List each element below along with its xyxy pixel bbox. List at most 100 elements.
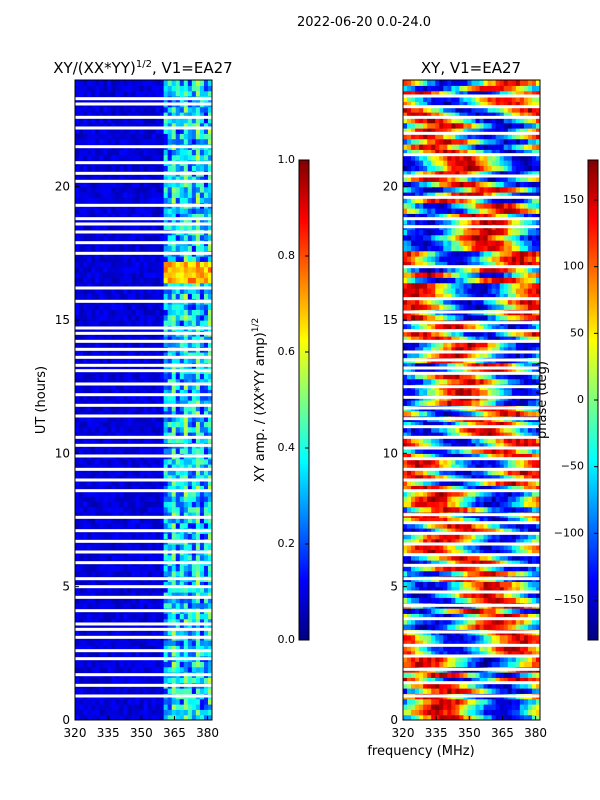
- heatmap-cell: [151, 464, 157, 470]
- heatmap-cell: [191, 496, 197, 502]
- heatmap-cell: [79, 677, 84, 684]
- heatmap-cell: [175, 437, 181, 444]
- heatmap-cell: [91, 272, 96, 278]
- heatmap-cell: [195, 85, 201, 92]
- heatmap-cell: [115, 341, 120, 348]
- heatmap-cell: [411, 624, 416, 630]
- heatmap-cell: [183, 645, 189, 652]
- heatmap-cell: [139, 208, 145, 214]
- heatmap-cell: [171, 213, 177, 220]
- heatmap-cell: [75, 90, 80, 97]
- heatmap-cell: [99, 464, 104, 470]
- heatmap-cell: [75, 154, 80, 161]
- heatmap-cell: [111, 426, 116, 433]
- heatmap-cell: [135, 208, 141, 214]
- heatmap-cell: [103, 245, 108, 252]
- heatmap-cell: [199, 320, 205, 326]
- heatmap-cell: [419, 586, 424, 593]
- heatmap-cell: [91, 704, 96, 710]
- heatmap-cell: [75, 272, 80, 278]
- heatmap-cell: [183, 234, 189, 241]
- colorbar-tick-label: 0.8: [278, 249, 296, 262]
- heatmap-cell: [183, 586, 189, 593]
- heatmap-cell: [111, 224, 116, 230]
- heatmap-cell: [143, 698, 149, 705]
- heatmap-cell: [171, 165, 177, 172]
- heatmap-cell: [171, 117, 177, 124]
- heatmap-cell: [403, 709, 408, 716]
- heatmap-cell: [123, 410, 128, 417]
- heatmap-cell: [151, 341, 157, 348]
- heatmap-cell: [159, 373, 165, 380]
- heatmap-cell: [179, 602, 185, 609]
- heatmap-cell: [427, 613, 432, 620]
- heatmap-cell: [143, 618, 149, 625]
- heatmap-cell: [179, 245, 185, 252]
- heatmap-cell: [103, 149, 108, 156]
- heatmap-cell: [459, 698, 465, 705]
- heatmap-cell: [127, 421, 133, 428]
- heatmap-cell: [91, 645, 96, 652]
- heatmap-cell: [155, 490, 161, 497]
- heatmap-cell: [159, 645, 165, 652]
- heatmap-cell: [503, 682, 509, 689]
- heatmap-cell: [531, 672, 537, 678]
- heatmap-cell: [467, 688, 473, 694]
- heatmap-cell: [103, 288, 108, 294]
- heatmap-cell: [495, 672, 501, 678]
- heatmap-cell: [467, 608, 473, 614]
- heatmap-cell: [187, 437, 193, 444]
- heatmap-cell: [147, 714, 153, 720]
- heatmap-cell: [163, 197, 169, 204]
- heatmap-cell: [139, 677, 145, 684]
- heatmap-cell: [191, 133, 197, 140]
- heatmap-cell: [447, 677, 452, 684]
- heatmap-cell: [179, 581, 185, 588]
- heatmap-cell: [103, 597, 108, 604]
- heatmap-cell: [115, 80, 120, 86]
- heatmap-cell: [91, 314, 96, 321]
- heatmap-cell: [515, 640, 521, 646]
- heatmap-cell: [111, 293, 116, 300]
- heatmap-cell: [91, 650, 96, 657]
- heatmap-cell: [515, 597, 521, 604]
- heatmap-cell: [123, 176, 128, 182]
- heatmap-cell: [191, 554, 197, 561]
- heatmap-cell: [515, 608, 521, 614]
- heatmap-cell: [423, 613, 428, 620]
- heatmap-cell: [435, 656, 440, 662]
- heatmap-cell: [95, 533, 100, 540]
- heatmap-cell: [79, 277, 84, 284]
- heatmap-cell: [415, 586, 420, 593]
- heatmap-cell: [147, 618, 153, 625]
- heatmap-cell: [75, 314, 80, 321]
- heatmap-cell: [87, 117, 92, 124]
- heatmap-cell: [111, 106, 116, 113]
- heatmap-cell: [407, 714, 412, 720]
- heatmap-cell: [143, 677, 149, 684]
- heatmap-cell: [83, 437, 88, 444]
- heatmap-cell: [151, 208, 157, 214]
- heatmap-cell: [119, 80, 124, 86]
- heatmap-cell: [195, 709, 201, 716]
- heatmap-cell: [75, 565, 80, 572]
- heatmap-cell: [187, 448, 193, 454]
- heatmap-cell: [151, 490, 157, 497]
- heatmap-cell: [75, 149, 80, 156]
- heatmap-cell: [95, 586, 100, 593]
- heatmap-cell: [75, 213, 80, 220]
- heatmap-cell: [75, 650, 80, 657]
- heatmap-cell: [111, 517, 116, 524]
- heatmap-cell: [99, 186, 104, 193]
- heatmap-cell: [111, 592, 116, 598]
- heatmap-cell: [495, 592, 501, 598]
- heatmap-cell: [175, 80, 181, 86]
- heatmap-cell: [187, 282, 193, 289]
- colorbar-tick-label: 0.4: [278, 441, 296, 454]
- heatmap-cell: [159, 234, 165, 241]
- heatmap-cell: [127, 272, 133, 278]
- heatmap-cell: [155, 613, 161, 620]
- heatmap-cell: [155, 373, 161, 380]
- heatmap-cell: [143, 597, 149, 604]
- heatmap-cell: [103, 645, 108, 652]
